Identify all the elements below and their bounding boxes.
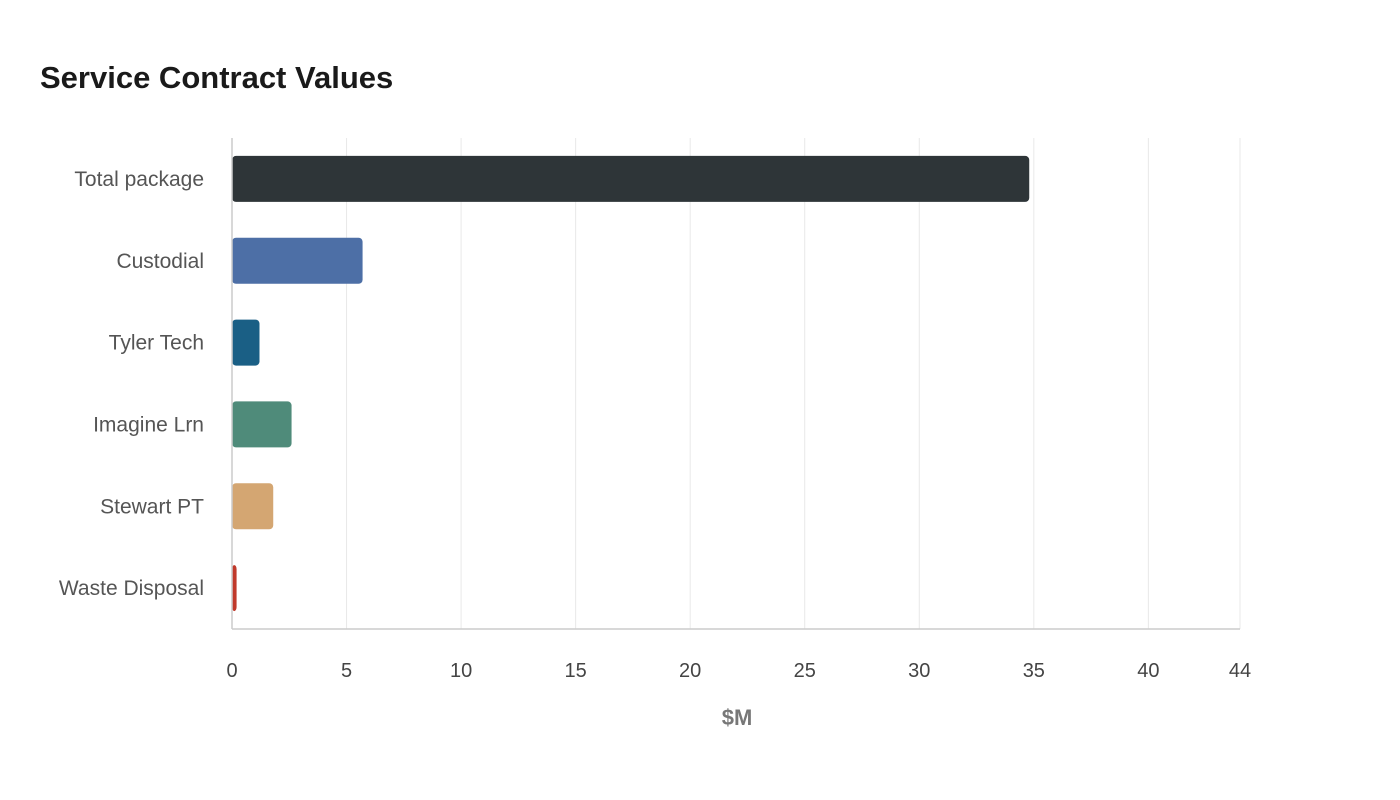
bars — [232, 155, 1030, 612]
bar — [232, 319, 260, 366]
x-tick-label: 35 — [1023, 660, 1045, 682]
category-labels: Total package Custodial Tyler Tech Imagine … — [59, 168, 204, 600]
x-tick-label: 44 — [1229, 660, 1251, 682]
bar — [232, 155, 1030, 202]
bar — [232, 237, 363, 284]
category-label: Stewart PT — [100, 495, 204, 518]
x-tick-label: 25 — [794, 660, 816, 682]
axes — [231, 138, 1240, 630]
x-tick-label: 40 — [1137, 660, 1159, 682]
x-axis-title: $M — [722, 705, 753, 730]
x-tick-label: 30 — [908, 660, 930, 682]
bar — [232, 483, 274, 530]
category-label: Imagine Lrn — [93, 413, 204, 436]
category-label: Waste Disposal — [59, 577, 204, 600]
bar — [232, 565, 237, 612]
chart-title: Service Contract Values — [40, 60, 394, 95]
x-tick-label: 0 — [226, 660, 237, 682]
x-tick-label: 15 — [565, 660, 587, 682]
x-tick-label: 10 — [450, 660, 472, 682]
grid-lines — [346, 138, 1241, 629]
category-label: Tyler Tech — [109, 332, 204, 355]
x-tick-label: 5 — [341, 660, 352, 682]
category-label: Total package — [74, 168, 204, 191]
x-tick-label: 20 — [679, 660, 701, 682]
bar — [232, 401, 292, 448]
x-tick-labels: 0 5 10 15 20 25 30 35 40 44 — [226, 660, 1251, 682]
category-label: Custodial — [116, 250, 204, 273]
